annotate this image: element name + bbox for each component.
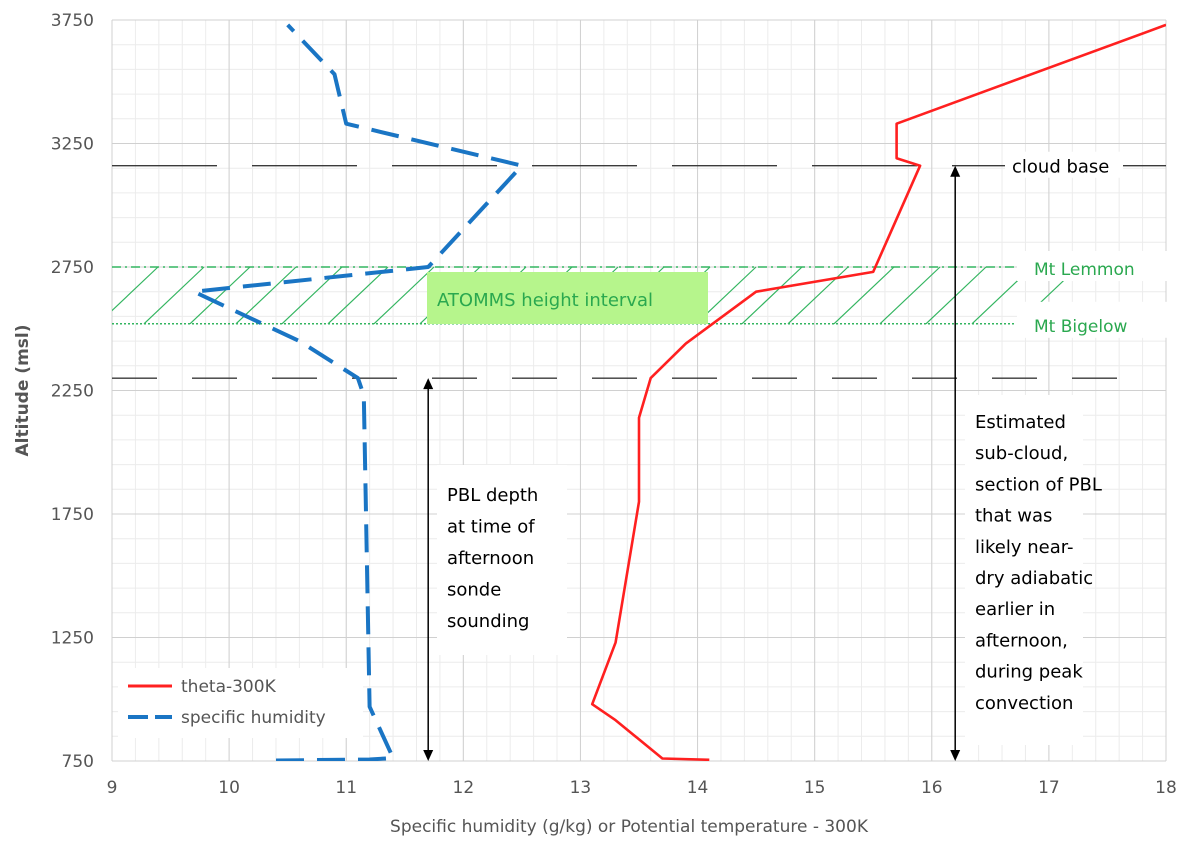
reference-lines (112, 165, 1166, 761)
hatch-line (327, 266, 389, 325)
subcloud-text-line: earlier in (975, 599, 1055, 620)
subcloud-arrow-head-bottom (950, 750, 961, 761)
hatch-line (879, 266, 941, 325)
subcloud-text-line: afternoon, (975, 630, 1068, 651)
subcloud-text-line: convection (975, 693, 1073, 714)
y-tick-label: 750 (62, 752, 94, 772)
pbl-depth-arrow-head-top (423, 378, 434, 390)
mt-bigelow-label: Mt Bigelow (1034, 317, 1127, 337)
mt-lemmon-label-bg (1017, 251, 1167, 281)
hatch-line (373, 266, 435, 325)
subcloud-text-line: sub-cloud, (975, 443, 1068, 464)
series-lines (192, 23, 1166, 761)
hatch-line (143, 266, 205, 325)
x-tick-label: 18 (1155, 778, 1177, 798)
legend-box (118, 668, 363, 738)
pbl-depth-arrow-head-bottom (423, 750, 434, 761)
y-tick-label: 1250 (51, 629, 94, 649)
x-tick-label: 17 (1038, 778, 1060, 798)
hatch-line (189, 266, 251, 325)
hatch-line (833, 266, 895, 325)
y-tick-label: 1750 (51, 505, 94, 525)
axes: 9 10 11 12 13 14 15 16 17 18 750 1250 1750 2250 2750 32… (13, 11, 1177, 837)
legend: theta-300K specific humidity (118, 668, 363, 738)
subcloud-text-bg (965, 395, 1083, 745)
atomms-label: ATOMMS height interval (437, 290, 653, 311)
pbl-depth-text-bg (437, 465, 567, 655)
subcloud-text-line: likely near- (975, 537, 1074, 558)
cloud-base-label: cloud base (1012, 157, 1109, 178)
x-tick-label: 16 (921, 778, 943, 798)
hatch-line (787, 266, 849, 325)
pbl-depth-text-line: sounding (447, 611, 529, 632)
series-line-1 (192, 23, 524, 761)
subcloud-arrow (950, 165, 961, 761)
pbl-depth-text-line: at time of (447, 517, 535, 538)
mt-bigelow-label-bg (1017, 301, 1167, 338)
subcloud-text-line: dry adiabatic (975, 568, 1093, 589)
subcloud-arrow-head-top (950, 165, 961, 177)
y-tick-label: 3750 (51, 11, 94, 31)
hatch-line (925, 266, 987, 325)
legend-label-1: specific humidity (181, 708, 326, 728)
mt-lemmon-label: Mt Lemmon (1034, 260, 1135, 280)
pbl-depth-text-line: afternoon (447, 548, 534, 569)
y-axis-title: Altitude (msl) (13, 325, 33, 457)
subcloud-text-line: Estimated (975, 412, 1066, 433)
cloud-base-label-bg (1005, 151, 1123, 178)
series-line-0 (590, 23, 1166, 761)
x-tick-label: 13 (570, 778, 592, 798)
x-tick-label: 15 (804, 778, 826, 798)
x-tick-label: 14 (687, 778, 709, 798)
x-tick-label: 9 (107, 778, 118, 798)
subcloud-text-line: that was (975, 506, 1052, 527)
pbl-depth-text-line: sonde (447, 580, 501, 601)
x-tick-label: 10 (218, 778, 240, 798)
x-axis-title: Specific humidity (g/kg) or Potential te… (390, 817, 869, 837)
annotations: cloud base Mt Lemmon Mt Bigelow ATOMMS heig… (427, 151, 1167, 745)
pbl-depth-arrow (423, 378, 434, 761)
legend-label-0: theta-300K (181, 677, 277, 697)
hatch-line (741, 266, 803, 325)
y-tick-label: 3250 (51, 135, 94, 155)
pbl-depth-text-line: PBL depth (447, 485, 538, 506)
y-tick-label: 2750 (51, 258, 94, 278)
subcloud-text-line: during peak (975, 662, 1083, 683)
y-tick-label: 2250 (51, 382, 94, 402)
x-tick-label: 11 (335, 778, 357, 798)
hatch-line (112, 266, 159, 312)
atomms-box (427, 272, 708, 324)
subcloud-text-line: section of PBL (975, 474, 1102, 495)
x-tick-label: 12 (453, 778, 475, 798)
